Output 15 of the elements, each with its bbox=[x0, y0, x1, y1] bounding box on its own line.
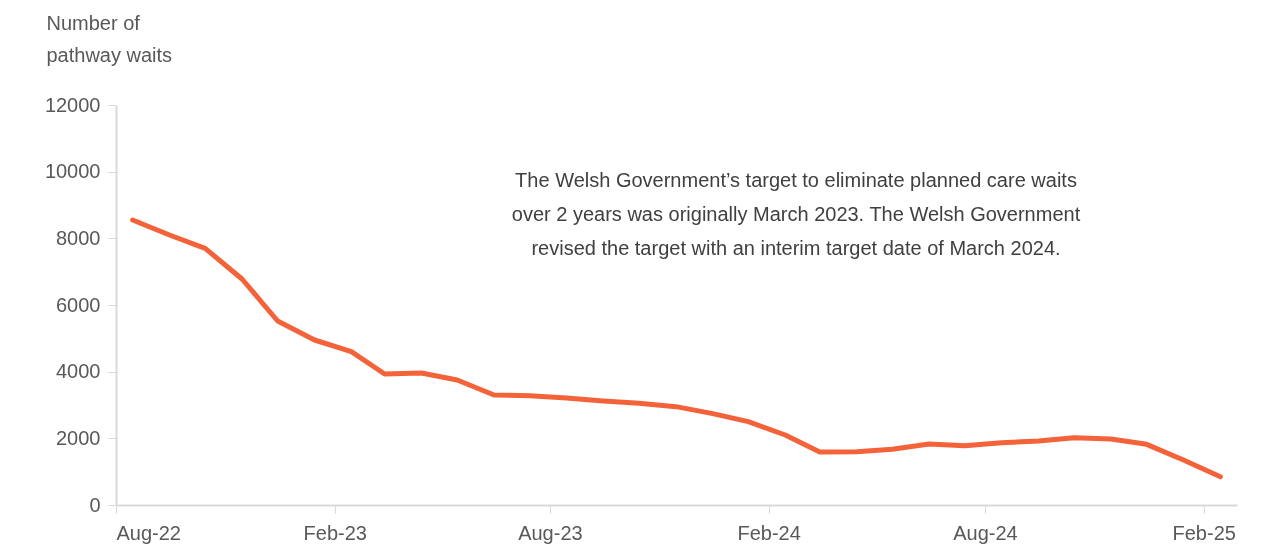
x-tick-label: Aug-24 bbox=[953, 521, 1018, 544]
y-tick-label: 0 bbox=[89, 493, 101, 516]
y-tick-label: 10000 bbox=[44, 160, 101, 183]
y-tick-label: 6000 bbox=[56, 293, 101, 316]
y-axis-title: Number of pathway waits bbox=[46, 11, 173, 66]
y-tick-label: 8000 bbox=[56, 226, 101, 249]
x-tick-label: Feb-23 bbox=[303, 521, 367, 544]
x-tick-label: Aug-23 bbox=[518, 521, 583, 544]
y-tick-label: 2000 bbox=[56, 426, 101, 449]
annotation: The Welsh Government’s target to eliminate planned care waits over 2 years was originally March 2023. The Welsh Government revised the target with an interim target date of March 2024. bbox=[511, 169, 1081, 259]
x-tick-label: Feb-24 bbox=[737, 521, 801, 544]
x-tick-label: Feb-25 bbox=[1172, 521, 1236, 544]
x-tick-label: Aug-22 bbox=[116, 521, 181, 544]
y-tick-label: 12000 bbox=[44, 93, 101, 116]
y-tick-label: 4000 bbox=[56, 360, 101, 383]
